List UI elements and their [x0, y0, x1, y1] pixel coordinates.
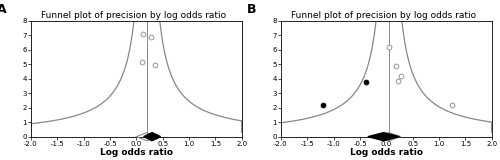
Polygon shape: [144, 133, 160, 141]
Polygon shape: [368, 133, 400, 141]
Text: A: A: [0, 3, 7, 16]
Text: Funnel plot of precision by log odds ratio: Funnel plot of precision by log odds rat…: [292, 11, 476, 20]
Text: B: B: [247, 3, 256, 16]
X-axis label: Log odds ratio: Log odds ratio: [100, 148, 173, 157]
Text: Funnel plot of precision by log odds ratio: Funnel plot of precision by log odds rat…: [42, 11, 226, 20]
X-axis label: Log odds ratio: Log odds ratio: [350, 148, 423, 157]
